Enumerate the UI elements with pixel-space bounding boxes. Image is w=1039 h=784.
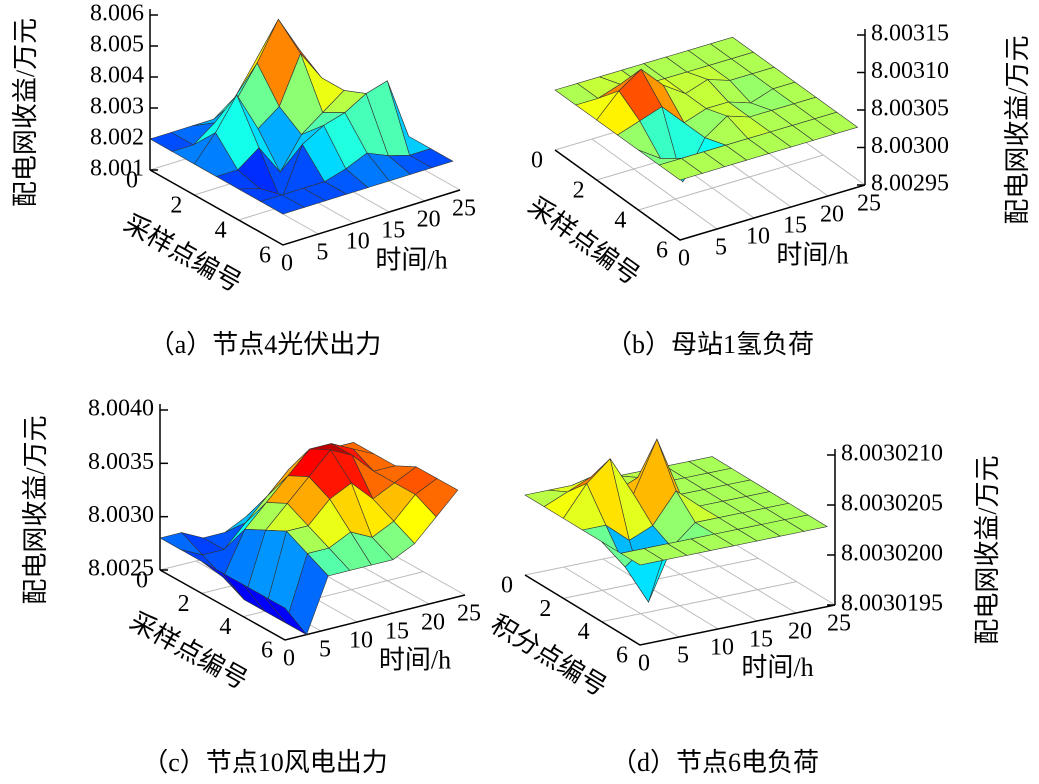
z-tick-label: 8.00315 bbox=[871, 21, 949, 47]
x-tick-label: 15 bbox=[381, 218, 405, 244]
y-tick-label: 6 bbox=[616, 643, 628, 669]
y-axis-label: 采样点编号 bbox=[119, 209, 246, 298]
z-tick-label: 8.003 bbox=[90, 94, 144, 120]
panel: 0 5 10 15 20 2502468.0018.0028.0038.0048.0058… bbox=[11, 1, 476, 359]
x-axis-label: 时间/h bbox=[776, 240, 848, 269]
z-axis-label: 配电网收益/万元 bbox=[1003, 35, 1032, 224]
panel: 0 5 10 15 20 2502468.00301958.00302008.003020… bbox=[486, 438, 1002, 777]
x-tick-label: 0 bbox=[678, 246, 690, 272]
x-tick-label: 10 bbox=[746, 224, 770, 250]
x-tick-label: 20 bbox=[421, 610, 445, 636]
x-tick-label: 0 bbox=[638, 651, 650, 677]
axis-line bbox=[554, 149, 866, 241]
grid-line bbox=[719, 534, 836, 606]
z-tick-label: 8.00310 bbox=[871, 58, 949, 84]
z-tick-label: 8.00300 bbox=[871, 133, 949, 159]
y-axis-label: 积分点编号 bbox=[486, 610, 612, 702]
z-tick-label: 8.00305 bbox=[871, 96, 949, 122]
y-tick-label: 4 bbox=[215, 218, 227, 244]
y-tick-label: 4 bbox=[578, 619, 590, 645]
x-tick-label: 10 bbox=[710, 635, 734, 661]
axis-line bbox=[524, 574, 836, 646]
z-tick-label: 8.0030195 bbox=[841, 591, 943, 617]
y-tick-label: 6 bbox=[656, 238, 668, 264]
z-tick-label: 8.0030 bbox=[88, 502, 154, 528]
z-tick-label: 8.0030200 bbox=[841, 541, 943, 567]
y-tick-label: 0 bbox=[531, 148, 543, 174]
z-axis-label: 配电网收益/万元 bbox=[21, 415, 50, 604]
grid-line bbox=[638, 154, 824, 211]
z-axis-label: 配电网收益/万元 bbox=[973, 455, 1002, 644]
z-tick-label: 8.0030210 bbox=[841, 441, 943, 467]
grid-line bbox=[601, 581, 797, 623]
y-tick-label: 0 bbox=[126, 168, 138, 194]
surface-patch bbox=[620, 548, 665, 566]
x-tick-label: 15 bbox=[749, 627, 773, 653]
x-tick-label: 10 bbox=[346, 229, 370, 255]
z-tick-label: 8.002 bbox=[90, 125, 144, 151]
x-tick-label: 10 bbox=[349, 628, 373, 654]
z-tick-label: 8.005 bbox=[90, 32, 144, 58]
y-tick-label: 0 bbox=[501, 573, 513, 599]
y-tick-label: 6 bbox=[261, 638, 273, 664]
y-tick-label: 4 bbox=[219, 614, 231, 640]
z-tick-label: 8.0040 bbox=[88, 396, 154, 422]
x-axis-label: 时间/h bbox=[379, 645, 451, 674]
grid-line bbox=[591, 138, 718, 230]
x-tick-label: 25 bbox=[857, 191, 881, 217]
x-tick-label: 15 bbox=[783, 213, 807, 239]
caption: （b）母站1氢负荷 bbox=[606, 330, 814, 359]
z-tick-label: 8.006 bbox=[90, 1, 144, 27]
x-tick-label: 25 bbox=[827, 611, 851, 637]
x-tick-label: 15 bbox=[385, 619, 409, 645]
y-tick-label: 6 bbox=[259, 243, 271, 269]
axis-line bbox=[159, 569, 466, 641]
x-tick-label: 25 bbox=[457, 601, 481, 627]
grid-line bbox=[680, 542, 797, 614]
x-tick-label: 0 bbox=[281, 251, 293, 277]
x-tick-label: 20 bbox=[788, 619, 812, 645]
caption: （d）节点6电负荷 bbox=[611, 748, 819, 777]
z-tick-label: 8.0025 bbox=[88, 556, 154, 582]
y-tick-label: 2 bbox=[170, 193, 182, 219]
y-tick-label: 2 bbox=[573, 178, 585, 204]
surface-patch bbox=[658, 158, 703, 181]
y-tick-label: 2 bbox=[539, 596, 551, 622]
panel: 0 5 10 15 20 2502468.002958.003008.003058.003… bbox=[523, 21, 1032, 359]
z-tick-label: 8.001 bbox=[90, 156, 144, 182]
grid-line bbox=[602, 558, 719, 630]
y-tick-label: 2 bbox=[178, 591, 190, 617]
surface-patch bbox=[263, 596, 307, 635]
z-tick-label: 8.0035 bbox=[88, 449, 154, 475]
x-tick-label: 5 bbox=[715, 235, 727, 261]
x-tick-label: 5 bbox=[319, 637, 331, 663]
axis-line bbox=[149, 169, 461, 246]
x-axis-label: 时间/h bbox=[741, 653, 813, 682]
grid-line bbox=[563, 566, 680, 638]
y-axis-label: 采样点编号 bbox=[125, 606, 253, 695]
caption: （c）节点10风电出力 bbox=[142, 748, 388, 777]
surface-patch bbox=[260, 194, 305, 215]
panel: 0 5 10 15 20 2502468.00258.00308.00358.0040采样… bbox=[21, 396, 481, 777]
x-tick-label: 25 bbox=[452, 196, 476, 222]
x-tick-label: 20 bbox=[820, 202, 844, 228]
z-tick-label: 8.00295 bbox=[871, 171, 949, 197]
x-tick-label: 0 bbox=[283, 646, 295, 672]
grid-line bbox=[563, 557, 759, 599]
y-axis-label: 采样点编号 bbox=[523, 191, 645, 291]
z-tick-label: 8.004 bbox=[90, 63, 144, 89]
x-tick-label: 20 bbox=[417, 207, 441, 233]
x-tick-label: 5 bbox=[677, 643, 689, 669]
y-tick-label: 0 bbox=[136, 568, 148, 594]
z-axis-label: 配电网收益/万元 bbox=[11, 18, 40, 207]
y-tick-label: 4 bbox=[614, 208, 626, 234]
x-axis-label: 时间/h bbox=[375, 245, 447, 274]
x-tick-label: 5 bbox=[316, 240, 328, 266]
z-tick-label: 8.0030205 bbox=[841, 491, 943, 517]
caption: （a）节点4光伏出力 bbox=[149, 330, 382, 359]
